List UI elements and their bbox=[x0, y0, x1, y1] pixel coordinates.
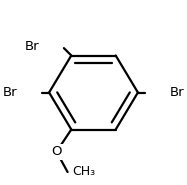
Text: Br: Br bbox=[25, 40, 40, 53]
Text: CH₃: CH₃ bbox=[72, 165, 95, 178]
Text: Br: Br bbox=[3, 86, 18, 99]
Text: O: O bbox=[51, 145, 62, 158]
Text: Br: Br bbox=[169, 86, 184, 99]
